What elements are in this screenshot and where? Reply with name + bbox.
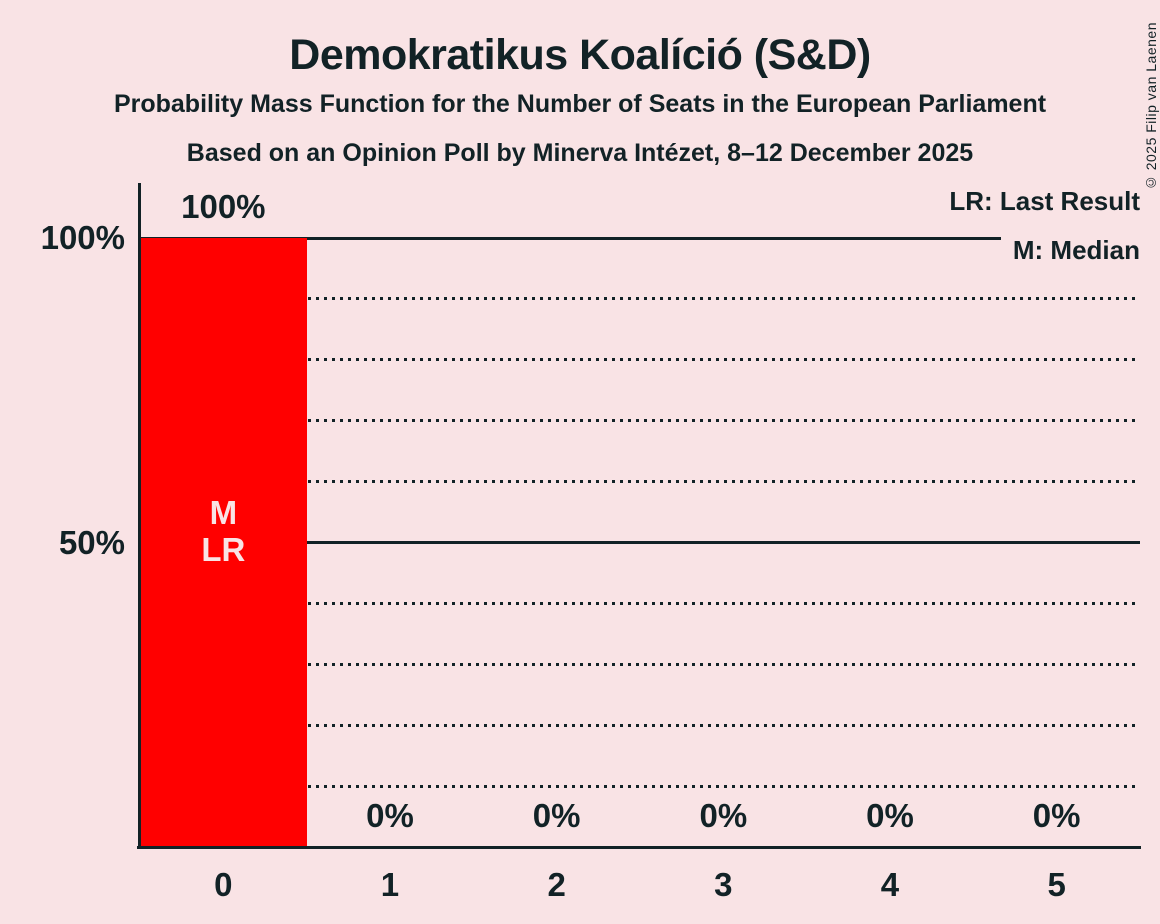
bar-value-label-0: 100% (181, 188, 266, 225)
y-axis (138, 183, 141, 849)
legend-last-result: LR: Last Result (949, 186, 1140, 216)
bar-seats-0 (140, 238, 307, 847)
gridline-dotted-40 (140, 601, 1140, 605)
x-tick-label-2: 2 (547, 866, 566, 903)
x-tick-label-3: 3 (714, 866, 733, 903)
x-tick-label-0: 0 (214, 866, 233, 903)
gridline-dotted-60 (140, 480, 1140, 484)
gridline-dotted-30 (140, 662, 1140, 666)
y-tick-label-50: 50% (58, 523, 125, 561)
x-tick-label-1: 1 (380, 866, 400, 903)
gridline-dotted-10 (140, 784, 1140, 788)
gridline-dotted-20 (140, 723, 1140, 727)
bar-annotation-line: LR (201, 530, 246, 568)
gridline-solid-50 (140, 541, 1140, 544)
chart-source-line: Based on an Opinion Poll by Minerva Inté… (186, 139, 974, 167)
chart-title: Demokratikus Koalíció (S&D) (289, 31, 871, 79)
copyright-notice: © 2025 Filip van Laenen (1143, 22, 1159, 192)
gridline-solid-100 (140, 236, 1140, 240)
chart-subtitle: Probability Mass Function for the Number… (113, 90, 1047, 118)
x-tick-label-5: 5 (1047, 866, 1066, 903)
x-tick-label-4: 4 (880, 866, 900, 903)
x-axis (137, 846, 1141, 849)
bar-annotation-line: M (209, 493, 238, 531)
bar-value-label-4: 0% (866, 797, 914, 834)
legend-median: M: Median (1000, 233, 1140, 267)
bar-value-label-2: 0% (532, 797, 581, 834)
bar-annotation-0: M LR (140, 494, 307, 568)
bar-value-label-5: 0% (1032, 797, 1081, 834)
gridline-dotted-70 (140, 419, 1140, 423)
bar-value-label-1: 0% (366, 797, 414, 834)
bar-value-label-3: 0% (699, 797, 748, 834)
gridline-dotted-90 (140, 297, 1140, 301)
gridline-dotted-80 (140, 358, 1140, 362)
y-tick-label-100: 100% (40, 219, 125, 256)
